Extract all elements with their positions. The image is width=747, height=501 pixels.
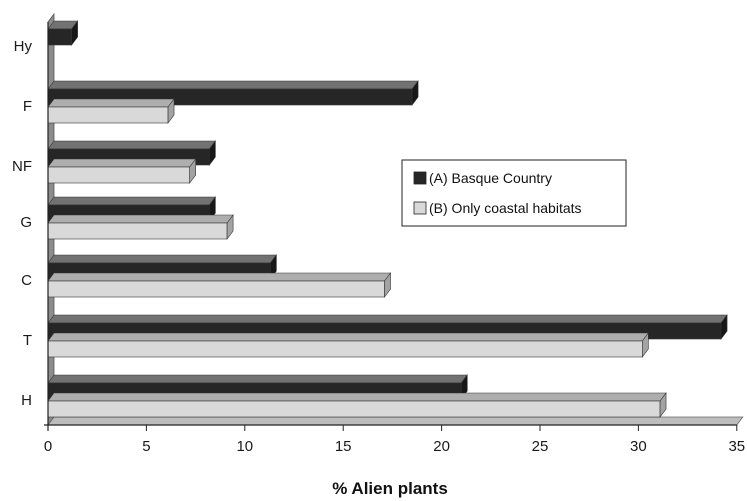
x-tick-label-30: 30 xyxy=(630,438,647,455)
legend-swatch-1 xyxy=(413,171,427,185)
bar-top-face xyxy=(47,80,419,90)
bar-top-face xyxy=(47,98,175,108)
bar-top-face xyxy=(47,272,392,282)
bar-top-face xyxy=(47,140,216,150)
bar-front-face xyxy=(47,400,661,418)
bar-side-face xyxy=(642,332,649,358)
y-tick-label-g: G xyxy=(20,214,32,231)
bars-group xyxy=(47,20,728,418)
bar-side-face xyxy=(659,392,667,418)
y-tick-label-hy: Hy xyxy=(14,38,33,55)
bar-hy-series-1 xyxy=(47,20,79,46)
bar-front-face xyxy=(47,28,72,46)
bar-g-series-2 xyxy=(47,214,234,240)
bar-c-series-2 xyxy=(47,272,392,298)
legend-label-1: (A) Basque Country xyxy=(429,170,552,186)
bar-top-face xyxy=(47,214,234,224)
bar-side-face xyxy=(384,272,391,298)
bar-t-series-2 xyxy=(47,332,649,358)
floor-plane xyxy=(47,416,744,426)
bar-h-series-2 xyxy=(47,392,667,418)
legend: (A) Basque Country (B) Only coastal habit… xyxy=(401,159,627,227)
bar-side-face xyxy=(209,140,216,166)
y-tick-label-f: F xyxy=(23,98,32,115)
bar-front-face xyxy=(47,166,190,184)
bar-top-face xyxy=(47,332,649,342)
bar-f-series-2 xyxy=(47,98,175,124)
bar-side-face xyxy=(720,314,728,340)
x-axis: 0 5 10 15 20 25 30 35 xyxy=(44,22,745,455)
bar-side-face xyxy=(411,80,419,106)
x-tick-label-0: 0 xyxy=(44,438,52,455)
bar-top-face xyxy=(47,314,728,324)
bar-front-face xyxy=(47,106,169,124)
x-tick-label-35: 35 xyxy=(728,438,745,455)
bar-side-face xyxy=(167,98,175,124)
bar-side-face xyxy=(189,158,196,184)
x-axis-title: % Alien plants xyxy=(332,479,448,498)
bar-top-face xyxy=(47,158,197,168)
bar-side-face xyxy=(226,214,234,240)
legend-box xyxy=(401,159,627,227)
bar-side-face xyxy=(71,20,78,46)
x-tick-label-5: 5 xyxy=(142,438,150,455)
bar-front-face xyxy=(47,340,643,358)
legend-label-2: (B) Only coastal habitats xyxy=(429,200,582,216)
x-tick-label-15: 15 xyxy=(335,438,352,455)
x-tick-label-25: 25 xyxy=(532,438,549,455)
bar-top-face xyxy=(47,196,216,206)
x-tick-label-10: 10 xyxy=(236,438,253,455)
y-tick-label-nf: NF xyxy=(12,158,32,175)
y-tick-label-c: C xyxy=(21,272,32,289)
y-tick-label-h: H xyxy=(21,392,32,409)
y-tick-label-t: T xyxy=(23,332,32,349)
x-tick-label-20: 20 xyxy=(433,438,450,455)
bar-nf-series-2 xyxy=(47,158,197,184)
bar-top-face xyxy=(47,392,667,402)
y-tick-labels: Hy F NF G C T H xyxy=(12,38,32,409)
bar-front-face xyxy=(47,222,228,240)
bar-top-face xyxy=(47,374,468,384)
bar-front-face xyxy=(47,280,385,298)
legend-swatch-2 xyxy=(413,201,427,215)
bar-top-face xyxy=(47,254,277,264)
